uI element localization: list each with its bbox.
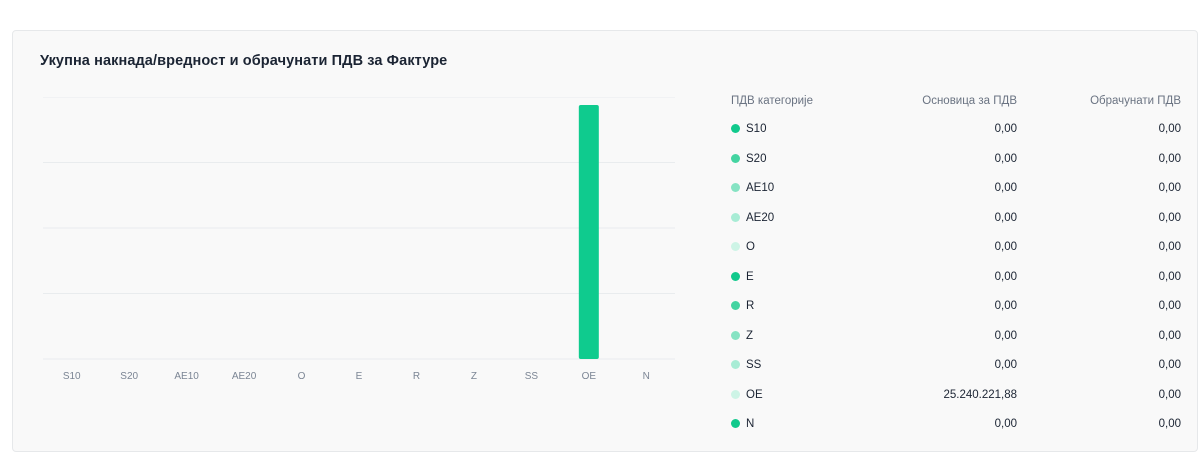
row-category: R <box>731 300 754 312</box>
row-category-label: SS <box>746 359 762 371</box>
legend-dot <box>731 389 740 399</box>
table-row: O 0,00 0,00 <box>731 235 1181 265</box>
row-category: E <box>731 271 754 283</box>
row-base: 0,00 <box>994 359 1017 371</box>
legend-dot <box>731 360 740 369</box>
x-tick-label: R <box>413 371 420 382</box>
header-category: ПДВ категорије <box>731 95 813 107</box>
row-base: 0,00 <box>994 241 1017 253</box>
row-vat: 0,00 <box>1158 152 1181 165</box>
legend-dot <box>731 301 740 310</box>
row-vat: 0,00 <box>1158 270 1181 283</box>
row-base: 0,00 <box>994 182 1017 194</box>
card-title: Укупна накнада/вредност и обрачунати ПДВ… <box>40 53 448 69</box>
row-vat: 0,00 <box>1158 418 1181 430</box>
table-row: OE 25.240.221,88 0,00 <box>731 383 1181 413</box>
row-base: 0,00 <box>994 418 1017 430</box>
row-category-label: AE10 <box>746 182 775 194</box>
vat-summary-card: Укупна накнада/вредност и обрачунати ПДВ… <box>12 30 1198 452</box>
row-base: 0,00 <box>994 123 1017 135</box>
x-tick-label: OE <box>582 371 597 382</box>
row-vat: 0,00 <box>1158 329 1181 342</box>
legend-dot <box>731 153 740 163</box>
row-category: SS <box>731 359 761 371</box>
row-category-label: S10 <box>746 123 767 135</box>
row-vat: 0,00 <box>1158 359 1181 371</box>
header-vat: Обрачунати ПДВ <box>1090 95 1181 107</box>
row-category: S20 <box>731 153 766 165</box>
vat-bar-chart: S10 S20 AE10 AE20 O E R Z SS OE N <box>43 97 675 397</box>
table-header: ПДВ категорије Основица за ПДВ Обрачунат… <box>731 89 1181 117</box>
row-category: N <box>731 418 754 430</box>
row-vat: 0,00 <box>1158 182 1181 194</box>
row-category-label: Z <box>746 329 754 342</box>
row-base: 0,00 <box>994 211 1017 224</box>
row-category-label: N <box>746 418 755 430</box>
x-tick-label: Z <box>471 371 477 382</box>
row-category: S10 <box>731 123 766 135</box>
x-tick-label: SS <box>525 371 539 382</box>
legend-dot <box>731 242 740 251</box>
x-tick-label: O <box>298 371 306 382</box>
legend-dot <box>731 212 740 222</box>
row-category-label: OE <box>746 388 763 401</box>
row-category-label: R <box>746 300 755 312</box>
row-vat: 0,00 <box>1158 123 1181 135</box>
header-base: Основица за ПДВ <box>922 95 1017 107</box>
row-vat: 0,00 <box>1158 388 1181 401</box>
row-vat: 0,00 <box>1158 300 1181 312</box>
row-category: AE20 <box>731 212 774 224</box>
top-strip <box>0 0 1198 18</box>
table-row: R 0,00 0,00 <box>731 294 1181 324</box>
legend-dot <box>731 419 740 428</box>
legend-dot <box>731 124 740 133</box>
legend-dot <box>731 330 740 340</box>
table-row: S10 0,00 0,00 <box>731 117 1181 147</box>
table-row: SS 0,00 0,00 <box>731 353 1181 383</box>
x-tick-label: S10 <box>63 371 81 382</box>
row-base: 0,00 <box>994 300 1017 312</box>
x-tick-label: N <box>643 371 650 382</box>
row-category-label: AE20 <box>746 211 775 224</box>
row-base: 0,00 <box>994 270 1017 283</box>
row-category-label: S20 <box>746 152 767 165</box>
row-vat: 0,00 <box>1158 241 1181 253</box>
x-tick-label: AE20 <box>232 371 257 382</box>
row-base: 0,00 <box>994 329 1017 342</box>
row-category: O <box>731 241 755 253</box>
row-category-label: E <box>746 270 754 283</box>
row-base: 0,00 <box>994 152 1017 165</box>
row-base: 25.240.221,88 <box>943 388 1017 401</box>
x-tick-label: E <box>356 371 363 382</box>
row-vat: 0,00 <box>1158 211 1181 224</box>
table-row: Z 0,00 0,00 <box>731 324 1181 354</box>
legend-dot <box>731 271 740 281</box>
vat-table: ПДВ категорије Основица за ПДВ Обрачунат… <box>731 89 1181 442</box>
row-category-label: O <box>746 241 755 253</box>
table-row: AE20 0,00 0,00 <box>731 206 1181 236</box>
x-tick-label: S20 <box>120 371 138 382</box>
x-tick-label: AE10 <box>174 371 199 382</box>
row-category: Z <box>731 330 753 342</box>
table-row: AE10 0,00 0,00 <box>731 176 1181 206</box>
row-category: AE10 <box>731 182 774 194</box>
table-row: E 0,00 0,00 <box>731 265 1181 295</box>
table-row: N 0,00 0,00 <box>731 412 1181 442</box>
chart-svg: S10 S20 AE10 AE20 O E R Z SS OE N <box>43 97 675 382</box>
row-category: OE <box>731 389 763 401</box>
table-row: S20 0,00 0,00 <box>731 147 1181 177</box>
legend-dot <box>731 183 740 192</box>
bar-oe[interactable] <box>578 105 599 359</box>
